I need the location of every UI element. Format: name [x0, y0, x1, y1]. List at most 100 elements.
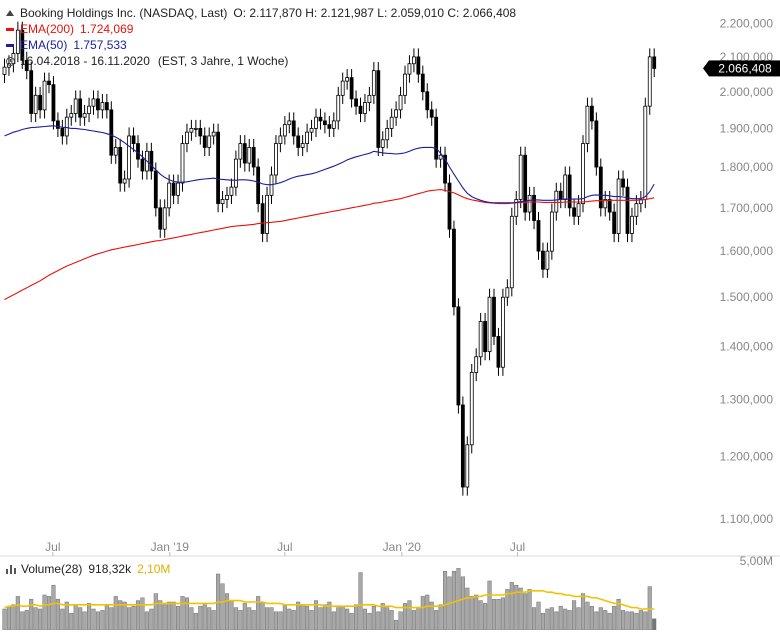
volume-bar: [394, 619, 399, 631]
volume-bar: [207, 607, 212, 631]
candle-body: [2, 66, 7, 75]
candle-body: [380, 139, 385, 148]
candle-body: [322, 120, 327, 126]
candle-body: [523, 154, 528, 213]
volume-bar: [322, 604, 327, 631]
volume-bar: [523, 593, 528, 631]
volume-bar: [487, 580, 492, 631]
candle-body: [483, 321, 488, 353]
volume-bar: [643, 611, 648, 631]
candle-body: [478, 321, 483, 358]
volume-bar: [211, 610, 216, 631]
volume-bar: [629, 611, 635, 631]
volume-bar: [220, 583, 225, 631]
candle-body: [242, 143, 247, 164]
volume-bar: [15, 596, 20, 631]
volume-value: 918,32k: [88, 562, 132, 576]
candle-body: [456, 306, 461, 406]
candle-body: [532, 194, 536, 221]
candle-body: [318, 116, 323, 122]
volume-bar: [638, 610, 643, 631]
volume-bar: [420, 596, 425, 631]
y-tick-label: 1.800,000: [720, 160, 774, 174]
candle-body: [24, 59, 29, 72]
volume-bar: [558, 605, 563, 631]
volume-bar: [634, 612, 639, 631]
candle-body: [545, 250, 550, 270]
candle-body: [643, 105, 648, 200]
volume-bar: [2, 608, 7, 631]
volume-bar: [180, 596, 185, 631]
volume-bar: [104, 604, 109, 631]
candle-body: [60, 127, 65, 137]
candle-body: [176, 182, 180, 196]
candle-body: [15, 29, 20, 54]
candle-body: [576, 203, 581, 217]
candle-body: [131, 135, 136, 144]
candle-body: [616, 178, 621, 234]
candle-body: [109, 109, 114, 156]
candle-body: [567, 174, 572, 209]
volume-bar: [73, 604, 78, 631]
volume-bar: [389, 610, 394, 631]
candle-body: [118, 147, 123, 184]
ema50-value: 1.757,533: [73, 38, 127, 52]
candle-body: [354, 98, 358, 107]
candle-body: [630, 215, 634, 234]
volume-bar: [33, 607, 38, 631]
volume-bar: [167, 601, 172, 631]
candle-body: [509, 215, 514, 289]
candle-body: [180, 143, 185, 184]
candle-body: [278, 135, 283, 144]
volume-bar: [162, 604, 167, 631]
volume-bar: [567, 610, 572, 631]
candle-body: [331, 120, 336, 129]
volume-bar: [6, 605, 11, 631]
volume-bar: [509, 582, 514, 631]
volume-bar: [518, 587, 523, 631]
volume-bar: [367, 612, 372, 631]
candle-body: [403, 73, 407, 96]
candle-body: [100, 102, 105, 111]
candle-body: [233, 158, 238, 188]
last-price-label: 2.066,408: [718, 61, 772, 75]
volume-bar: [158, 600, 163, 631]
candle-body: [465, 444, 470, 488]
volume-bar: [193, 612, 198, 631]
candle-body: [229, 186, 234, 196]
volume-bar: [438, 604, 443, 631]
volume-bar: [483, 603, 488, 631]
volume-bar: [131, 605, 136, 631]
candle-body: [581, 143, 585, 205]
candle-body: [625, 186, 630, 234]
candle-body: [189, 127, 194, 133]
volume-bar: [478, 600, 483, 631]
volume-bar: [652, 618, 657, 631]
candle-body: [287, 120, 292, 126]
volume-bar: [469, 596, 474, 631]
volume-bar: [572, 600, 577, 631]
candle-body: [113, 147, 118, 156]
ema200-line: [4, 189, 655, 301]
candle-body: [42, 80, 47, 111]
volume-bar: [331, 611, 336, 631]
volume-bar: [87, 603, 92, 631]
candle-body: [87, 105, 91, 114]
volume-bar: [580, 593, 586, 631]
volume-bar: [505, 589, 510, 631]
collapse-caret-icon[interactable]: [6, 10, 14, 16]
volume-bar: [527, 589, 532, 631]
candle-body: [603, 199, 608, 209]
candle-body: [518, 154, 523, 200]
x-tick-label: Jan '19: [151, 540, 190, 554]
x-tick-label: Jan '20: [383, 540, 422, 554]
volume-bar: [11, 604, 16, 631]
volume-bar: [594, 611, 599, 631]
candle-body: [82, 113, 87, 118]
ema50-swatch: [6, 43, 14, 47]
candle-body: [349, 77, 354, 100]
legend-range-row: 16.04.2018 - 16.11.2020 (EST, 3 Jahre, 1…: [6, 53, 516, 69]
volume-bar: [385, 607, 390, 631]
volume-bar: [29, 598, 34, 631]
